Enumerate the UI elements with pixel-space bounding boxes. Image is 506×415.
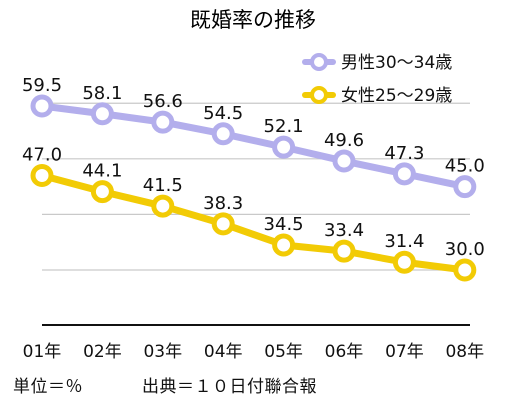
x-tick-label-4: 05年 <box>264 342 303 362</box>
x-tick-label-5: 06年 <box>325 342 364 362</box>
data-label-1-4: 34.5 <box>264 214 304 235</box>
data-point-1-2 <box>151 194 175 218</box>
data-label-0-7: 45.0 <box>445 156 485 177</box>
x-tick-label-0: 01年 <box>23 342 62 362</box>
data-label-1-7: 30.0 <box>445 239 485 260</box>
data-point-1-5 <box>332 239 356 263</box>
data-point-0-0 <box>30 94 54 118</box>
x-tick-label-3: 04年 <box>204 342 243 362</box>
x-tick-label-1: 02年 <box>83 342 122 362</box>
legend-marker-1 <box>310 86 328 104</box>
data-label-0-5: 49.6 <box>324 130 364 151</box>
data-label-1-3: 38.3 <box>203 193 243 214</box>
x-tick-label-7: 08年 <box>445 342 484 362</box>
series-layer <box>30 94 477 282</box>
data-label-1-5: 33.4 <box>324 220 364 241</box>
data-label-1-2: 41.5 <box>143 175 183 196</box>
data-point-0-7 <box>453 175 477 199</box>
data-label-0-4: 52.1 <box>264 116 304 137</box>
data-point-0-6 <box>392 162 416 186</box>
x-tick-label-6: 07年 <box>385 342 424 362</box>
data-point-1-3 <box>211 212 235 236</box>
legend-label-1: 女性25～29歳 <box>341 86 452 106</box>
data-point-0-4 <box>272 135 296 159</box>
data-point-0-2 <box>151 110 175 134</box>
data-point-1-6 <box>392 250 416 274</box>
data-label-0-2: 56.6 <box>143 91 183 112</box>
data-point-1-1 <box>90 180 114 204</box>
x-tick-label-2: 03年 <box>143 342 182 362</box>
data-label-0-1: 58.1 <box>82 83 122 104</box>
unit-note: 単位＝％ <box>13 377 83 397</box>
data-point-1-4 <box>272 233 296 257</box>
x-tick-labels: 01年 02年 03年 04年 05年 06年 07年 08年 <box>23 342 484 362</box>
data-point-0-5 <box>332 149 356 173</box>
data-labels-layer: 59.5 58.1 56.6 54.5 52.1 49.6 47.3 45.0 47.0 44.1… <box>22 75 485 260</box>
data-label-1-1: 44.1 <box>82 161 122 182</box>
data-label-0-6: 47.3 <box>384 143 424 164</box>
source-note: 出典＝１０日付聯合報 <box>142 377 317 397</box>
legend-marker-0 <box>310 53 328 71</box>
data-label-1-0: 47.0 <box>22 144 62 165</box>
chart-title: 既婚率の推移 <box>190 8 316 32</box>
legend-label-0: 男性30～34歳 <box>341 53 452 73</box>
data-label-1-6: 31.4 <box>384 231 424 252</box>
data-point-1-0 <box>30 163 54 187</box>
data-point-0-1 <box>90 102 114 126</box>
data-label-0-3: 54.5 <box>203 103 243 124</box>
data-label-0-0: 59.5 <box>22 75 62 96</box>
data-point-0-3 <box>211 122 235 146</box>
data-point-1-7 <box>453 258 477 282</box>
